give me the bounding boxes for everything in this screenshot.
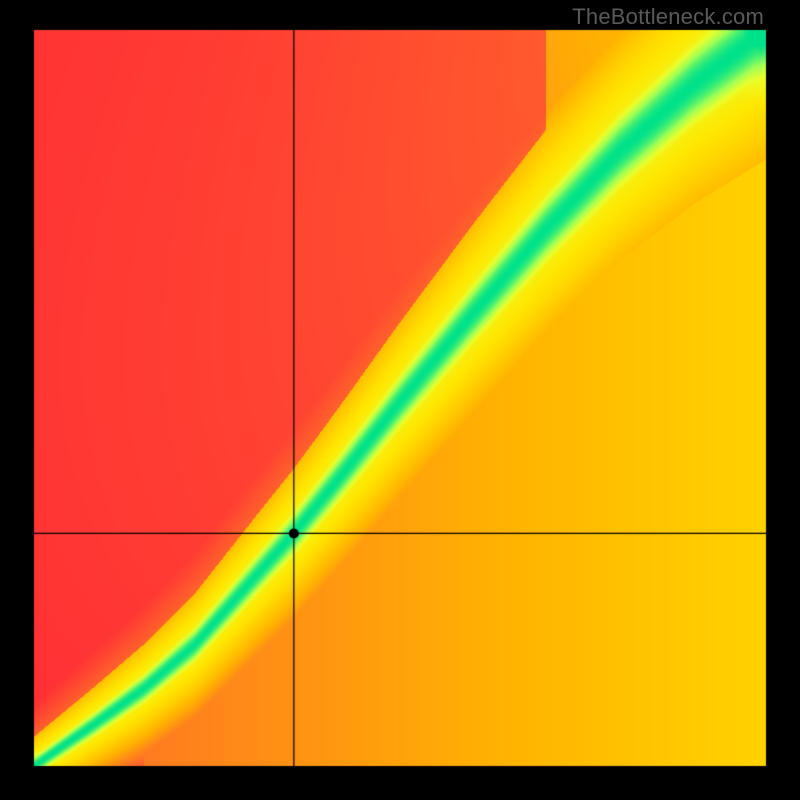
chart-container: TheBottleneck.com xyxy=(0,0,800,800)
watermark-text: TheBottleneck.com xyxy=(572,4,764,30)
bottleneck-heatmap xyxy=(0,0,800,800)
